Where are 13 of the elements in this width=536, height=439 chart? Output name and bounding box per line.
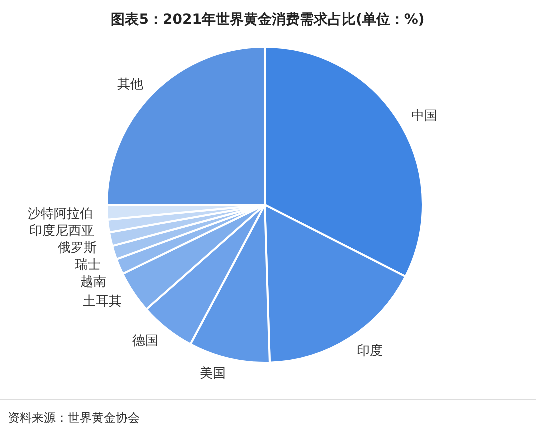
slice-label: 印度 [357, 343, 384, 360]
chart-title: 图表5：2021年世界黄金消费需求占比(单位：%) [111, 12, 425, 28]
text: 资料来源：世界黄金协会 [8, 411, 140, 425]
slice-label: 中国 [412, 109, 438, 124]
slice-label: 沙特阿拉伯 [28, 207, 94, 222]
slice-label: 越南 [80, 275, 107, 290]
slice-label: 瑞士 [75, 258, 102, 274]
slice-label: 德国 [132, 334, 158, 349]
slice-label: 美国 [200, 365, 226, 382]
slice-label: 俄罗斯 [58, 241, 98, 256]
slice-label: 其他 [117, 77, 144, 92]
slice-label: 土耳其 [82, 294, 122, 310]
slice-label: 印度尼西亚 [30, 223, 95, 240]
